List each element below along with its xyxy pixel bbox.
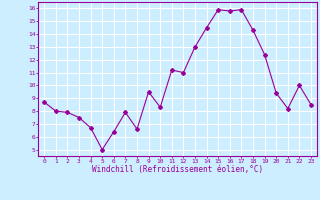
X-axis label: Windchill (Refroidissement éolien,°C): Windchill (Refroidissement éolien,°C) (92, 165, 263, 174)
